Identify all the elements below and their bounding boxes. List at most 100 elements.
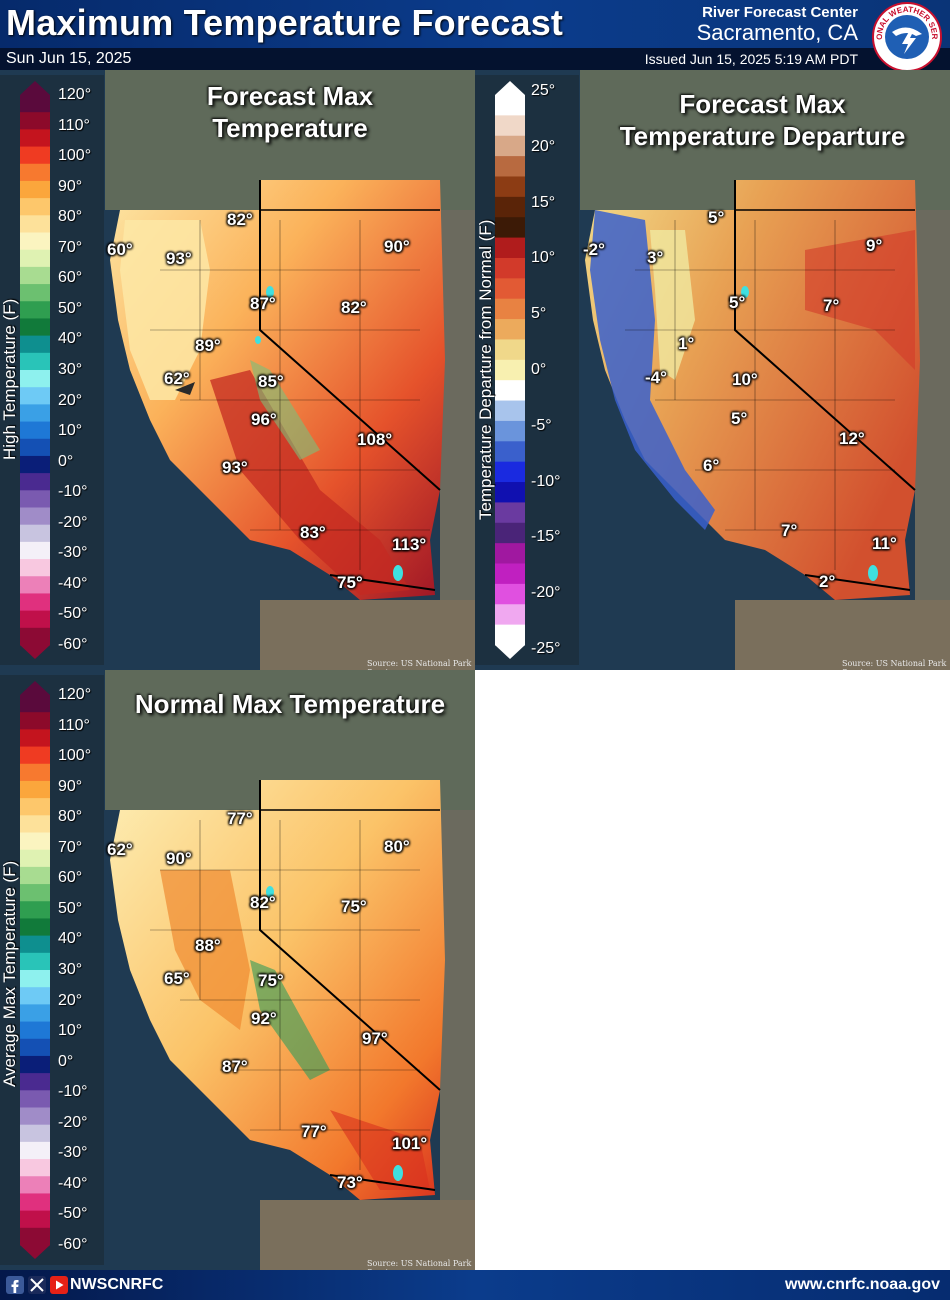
legend-swatch xyxy=(20,249,50,268)
legend-swatch xyxy=(20,198,50,216)
map-label: 96° xyxy=(251,410,277,429)
youtube-icon[interactable] xyxy=(50,1276,68,1294)
normal-max-map xyxy=(105,670,475,1270)
legend-swatch xyxy=(20,1159,50,1177)
legend-swatch xyxy=(495,339,525,361)
temp-legend-title-2: Average Max Temperature (F) xyxy=(0,860,19,1087)
legend-swatch xyxy=(20,1193,50,1212)
legend-swatch xyxy=(20,1090,50,1108)
map-label: 7° xyxy=(781,521,798,540)
legend-tick-label: -30° xyxy=(58,1144,88,1162)
legend-swatch xyxy=(20,695,50,713)
map-label: 88° xyxy=(195,936,221,955)
legend-swatch xyxy=(495,380,525,402)
issued-time: Issued Jun 15, 2025 5:19 AM PDT xyxy=(644,51,858,67)
office-line-1: River Forecast Center xyxy=(702,4,858,21)
legend-swatch xyxy=(20,970,50,988)
map-label: 75° xyxy=(341,897,367,916)
legend-bottom-arrow xyxy=(20,1245,50,1259)
legend-tick-label: 120° xyxy=(58,86,92,103)
legend-tick-label: 60° xyxy=(58,269,83,287)
legend-swatch xyxy=(20,352,50,371)
x-icon[interactable] xyxy=(28,1276,46,1294)
legend-swatch xyxy=(20,541,50,560)
nws-logo-icon[interactable]: NATIONAL WEATHER SERVICE xyxy=(872,2,942,72)
legend-swatch xyxy=(20,884,50,902)
legend-swatch xyxy=(20,524,50,543)
legend-swatch xyxy=(20,746,50,765)
source-note-1: Source: US National Park Service xyxy=(367,659,472,670)
legend-swatch xyxy=(495,522,525,544)
source-note-2: Source: US National Park Service xyxy=(842,659,947,670)
legend-tick-label: -60° xyxy=(58,636,88,653)
map-label: 11° xyxy=(872,534,897,553)
temp-legend-1: 120° 110° 100° 90° 80° 70° 60° 50° 40° 30° 20° 10° 0… xyxy=(0,75,104,665)
legend-swatch xyxy=(20,593,50,612)
map-label: 80° xyxy=(384,837,410,856)
legend-tick-label: 10° xyxy=(531,249,556,267)
legend-swatch xyxy=(20,95,50,113)
legend-swatch xyxy=(20,815,50,833)
legend-tick-label: -50° xyxy=(58,605,88,623)
legend-tick-label: 30° xyxy=(58,961,83,978)
legend-swatch xyxy=(495,95,525,116)
legend-tick-label: 90° xyxy=(58,177,83,195)
legend-swatch xyxy=(20,507,50,526)
legend-tick-label: 0° xyxy=(58,1052,74,1070)
legend-swatch xyxy=(20,559,50,577)
legend-swatch xyxy=(495,441,525,463)
legend-swatch xyxy=(20,1073,50,1091)
legend-swatch xyxy=(20,1141,50,1160)
map-label: 6° xyxy=(703,456,720,475)
legend-swatch xyxy=(20,866,50,885)
legend-tick-label: -20° xyxy=(58,1113,88,1131)
legend-swatch xyxy=(20,404,50,423)
legend-swatch xyxy=(20,1210,50,1229)
map-label: 92° xyxy=(251,1009,277,1028)
legend-tick-label: 80° xyxy=(58,808,83,826)
legend-tick-label: -30° xyxy=(58,544,88,562)
legend-tick-label: 40° xyxy=(58,330,83,348)
legend-swatch xyxy=(20,763,50,782)
legend-tick-label: 5° xyxy=(531,305,547,323)
legend-swatch xyxy=(20,301,50,319)
legend-swatch xyxy=(20,1004,50,1023)
legend-tick-label: -25° xyxy=(531,640,561,657)
legend-swatch xyxy=(20,129,50,148)
social-handle[interactable]: NWSCNRFC xyxy=(70,1276,164,1293)
map-label: 90° xyxy=(166,849,192,868)
legend-swatch xyxy=(20,438,50,457)
legend-swatch xyxy=(20,1227,50,1246)
legend-tick-label: -10° xyxy=(58,1083,88,1101)
legend-tick-label: 80° xyxy=(58,208,83,226)
legend-swatch xyxy=(495,115,525,137)
legend-swatch xyxy=(20,215,50,233)
legend-swatch xyxy=(20,918,50,937)
map-label: 5° xyxy=(731,409,748,428)
legend-tick-label: -60° xyxy=(58,1236,88,1253)
facebook-icon[interactable] xyxy=(6,1276,24,1294)
legend-swatch xyxy=(495,217,525,239)
legend-tick-label: 30° xyxy=(58,361,83,378)
legend-swatch xyxy=(20,163,50,182)
legend-tick-label: -10° xyxy=(531,472,561,490)
map-label: 113° xyxy=(392,535,427,554)
legend-swatch xyxy=(20,232,50,251)
legend-swatch xyxy=(20,1021,50,1040)
map-label: 83° xyxy=(300,523,326,542)
website-link[interactable]: www.cnrfc.noaa.gov xyxy=(785,1276,940,1293)
legend-swatch xyxy=(495,319,525,340)
map-label: 89° xyxy=(195,336,221,355)
legend-swatch xyxy=(20,180,50,199)
legend-tick-label: 25° xyxy=(531,82,556,99)
departure-legend-title: Temperature Departure from Normal (F) xyxy=(476,219,495,520)
legend-tick-label: -15° xyxy=(531,528,561,546)
legend-swatch xyxy=(20,490,50,508)
map-label: 75° xyxy=(258,971,284,990)
legend-swatch xyxy=(495,502,525,524)
legend-swatch xyxy=(20,952,50,971)
map-label: 85° xyxy=(258,372,284,391)
legend-tick-label: 120° xyxy=(58,686,92,703)
map-label: 82° xyxy=(341,298,367,317)
departure-legend-bar xyxy=(495,81,525,659)
